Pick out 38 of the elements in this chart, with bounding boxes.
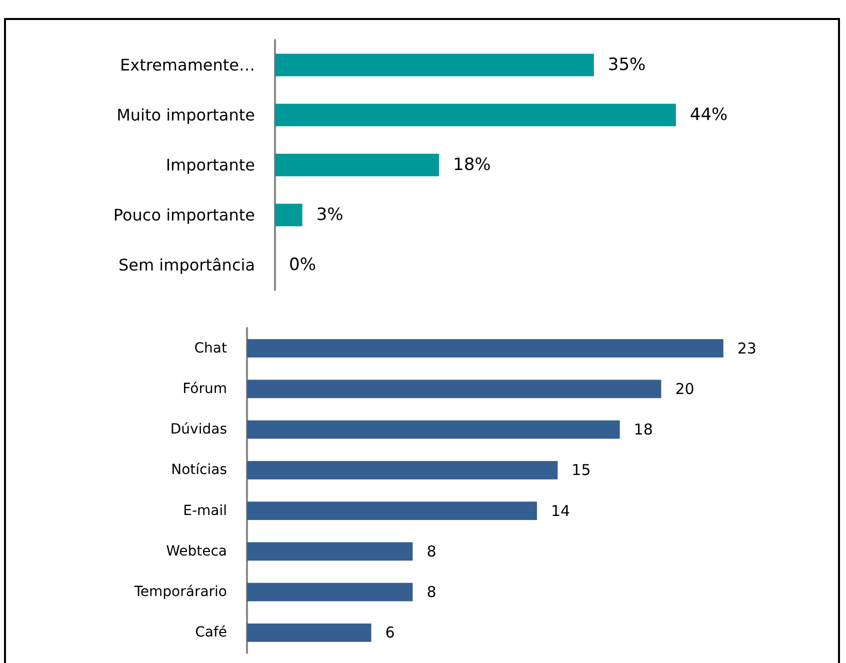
data-label: 0% (289, 255, 316, 275)
y-tick-label: Pouco importante (113, 206, 255, 224)
y-tick-label: Chat (194, 340, 228, 356)
y-tick-label: Extremamente… (120, 56, 255, 74)
data-label: 14 (550, 502, 570, 520)
bar (247, 339, 724, 358)
bar (247, 502, 537, 520)
y-tick-label: Fórum (182, 380, 227, 397)
bar (247, 380, 662, 398)
y-tick-label: Temporárario (133, 584, 227, 600)
data-label: 18 (634, 420, 653, 439)
y-tick-label: Muito importante (116, 106, 255, 124)
data-label: 23 (737, 339, 756, 358)
data-label: 3% (316, 205, 344, 225)
bar (247, 624, 372, 642)
y-tick-label: Sem importância (118, 256, 255, 274)
bar (275, 54, 594, 76)
bar (275, 154, 440, 176)
data-label: 6 (385, 624, 395, 642)
bar (247, 542, 413, 561)
bar (247, 461, 558, 480)
bar (275, 204, 302, 226)
data-label: 8 (426, 542, 436, 560)
y-tick-label: Notícias (171, 462, 227, 478)
data-label: 35% (608, 55, 646, 75)
data-label: 15 (572, 461, 591, 480)
bar (247, 420, 620, 439)
bar (275, 104, 676, 126)
y-tick-label: E-mail (183, 502, 227, 519)
y-tick-label: Webteca (166, 543, 227, 560)
bar (247, 582, 413, 602)
data-label: 44% (690, 105, 728, 125)
y-tick-label: Café (195, 624, 227, 641)
data-label: 18% (453, 155, 491, 175)
data-label: 8 (426, 583, 436, 602)
y-tick-label: Dúvidas (170, 422, 227, 438)
data-label: 20 (675, 380, 694, 398)
y-tick-label: Importante (166, 156, 255, 174)
